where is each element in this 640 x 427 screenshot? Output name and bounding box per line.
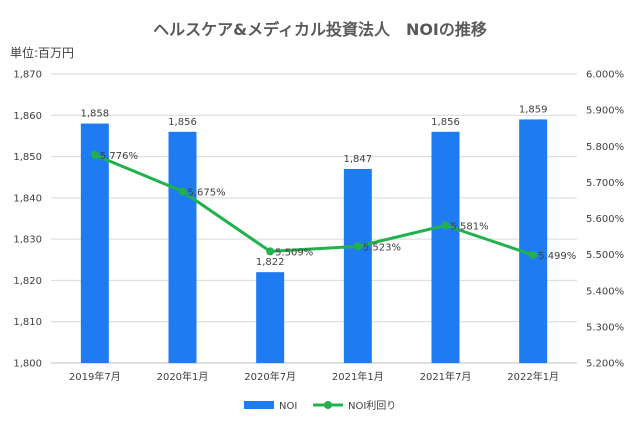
bar — [519, 119, 548, 364]
line-point — [266, 247, 275, 256]
line-series-noi-yield — [94, 153, 534, 257]
legend-swatch-noi — [244, 401, 274, 409]
bar — [431, 131, 460, 363]
legend-marker-noi-yield — [324, 401, 332, 409]
line-data-label: 5.523% — [363, 242, 401, 253]
line-data-label: 5.581% — [451, 221, 489, 232]
y-left-tick-label: 1,850 — [13, 152, 42, 163]
legend-label-noi: NOI — [279, 401, 297, 412]
bar-data-label: 1,856 — [168, 117, 197, 128]
bar-data-label: 1,847 — [344, 154, 373, 165]
y-left-tick-label: 1,820 — [13, 276, 42, 287]
x-tick-label: 2021年7月 — [420, 370, 472, 383]
y-left-tick-label: 1,800 — [13, 359, 42, 370]
x-tick-label: 2019年7月 — [69, 370, 121, 383]
y-right-tick-label: 5.300% — [586, 322, 624, 333]
y-right-tick-label: 5.200% — [586, 359, 624, 370]
line-point — [441, 221, 450, 230]
line-point — [178, 187, 187, 196]
y-left-tick-label: 1,810 — [13, 317, 42, 328]
bar-data-label: 1,858 — [81, 109, 110, 120]
line-point — [90, 150, 99, 159]
y-left-tick-label: 1,870 — [13, 70, 42, 81]
line-point — [529, 250, 538, 259]
bar-data-label: 1,856 — [431, 117, 460, 128]
y-right-tick-label: 5.700% — [586, 178, 624, 189]
line-data-label: 5.509% — [275, 247, 313, 258]
x-tick-label: 2020年1月 — [157, 370, 209, 383]
y-right-tick-label: 5.400% — [586, 286, 624, 297]
bar — [256, 272, 285, 363]
line-point — [353, 242, 362, 251]
y-left-tick-label: 1,840 — [13, 193, 42, 204]
line-data-label: 5.776% — [100, 151, 138, 162]
y-right-tick-label: 5.500% — [586, 250, 624, 261]
y-left-tick-label: 1,830 — [13, 235, 42, 246]
x-tick-label: 2022年1月 — [507, 370, 559, 383]
bar — [80, 123, 109, 364]
x-tick-label: 2021年1月 — [332, 370, 384, 383]
unit-label: 単位:百万円 — [10, 46, 75, 60]
chart-title: ヘルスケア&メディカル投資法人 NOIの推移 — [153, 20, 487, 39]
y-right-tick-label: 5.600% — [586, 214, 624, 225]
y-right-tick-label: 5.800% — [586, 142, 624, 153]
line-data-label: 5.675% — [188, 187, 226, 198]
legend-label-noi-yield: NOI利回り — [348, 400, 396, 412]
x-tick-label: 2020年7月 — [244, 370, 296, 383]
bar-data-label: 1,822 — [256, 257, 285, 268]
bar-data-label: 1,859 — [519, 104, 548, 115]
y-right-tick-label: 5.900% — [586, 106, 624, 117]
bar — [168, 131, 197, 363]
line-data-label: 5.499% — [538, 251, 576, 262]
y-left-tick-label: 1,860 — [13, 111, 42, 122]
y-right-tick-label: 6.000% — [586, 70, 624, 81]
bar — [343, 168, 372, 363]
